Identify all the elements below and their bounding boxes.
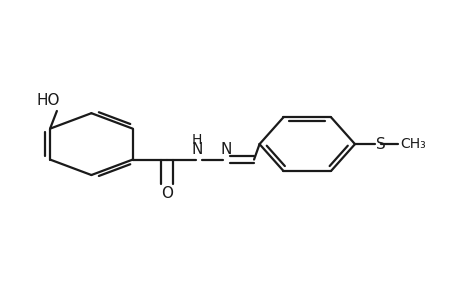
Text: H: H (191, 133, 202, 147)
Text: O: O (161, 186, 173, 201)
Text: N: N (190, 142, 202, 157)
Text: N: N (220, 142, 231, 157)
Text: CH₃: CH₃ (399, 137, 425, 151)
Text: S: S (375, 136, 385, 152)
Text: HO: HO (36, 93, 59, 108)
